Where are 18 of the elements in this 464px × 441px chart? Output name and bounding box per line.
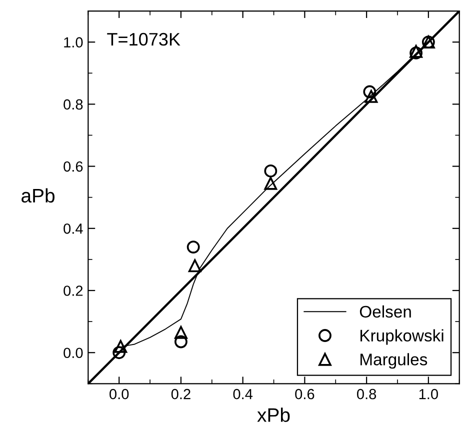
y-tick-label: 0.4 — [64, 224, 83, 234]
y-tick-label: 1.0 — [64, 37, 83, 48]
y-tick-label: 0.2 — [64, 286, 83, 296]
x-axis-title: xPb — [257, 408, 290, 422]
legend-label: Oelsen — [360, 305, 411, 318]
x-tick-label: 0.6 — [295, 388, 314, 400]
legend-label: Krupkowski — [360, 329, 444, 345]
x-tick-label: 1.0 — [419, 388, 438, 400]
x-tick-label: 0.2 — [171, 388, 190, 400]
y-tick-label: 0.0 — [64, 348, 83, 358]
legend-label: Margules — [360, 353, 428, 369]
y-tick-label: 0.6 — [64, 161, 83, 172]
annotation: T=1073K — [107, 32, 180, 46]
y-tick-label: 0.8 — [64, 99, 83, 110]
x-tick-label: 0.8 — [356, 388, 376, 400]
y-axis-title: aPb — [22, 188, 55, 203]
x-tick-label: 0.0 — [110, 388, 129, 400]
x-tick-label: 0.4 — [233, 388, 253, 400]
